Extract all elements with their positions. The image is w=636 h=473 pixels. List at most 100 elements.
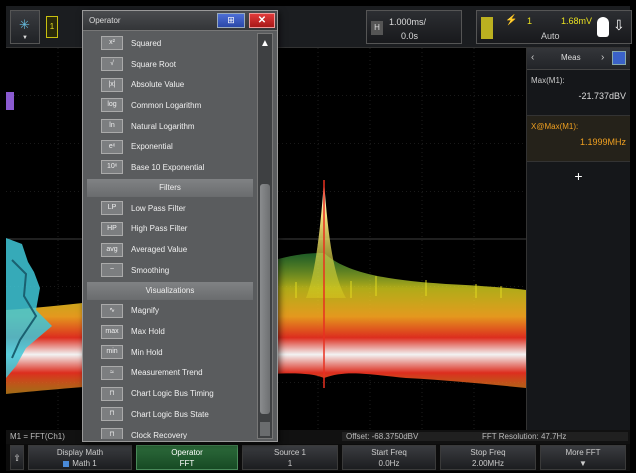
menu-title: Operator <box>89 16 121 25</box>
save-icon[interactable]: ⇩ <box>613 17 625 33</box>
math-marker-tag[interactable] <box>6 92 14 110</box>
menu-item-label: Square Root <box>131 59 176 69</box>
trigger-channel: 1 <box>527 16 533 26</box>
operator-icon: min <box>101 345 123 360</box>
menu-item[interactable]: ⊓ Chart Logic Bus Timing <box>87 383 253 404</box>
menu-item[interactable]: max Max Hold <box>87 321 253 342</box>
chevron-down-icon: ▼ <box>579 459 587 468</box>
menu-item-label: Measurement Trend <box>131 368 203 378</box>
timebase-control[interactable]: H 1.000ms/ 0.0s <box>366 10 462 44</box>
menu-item[interactable]: avg Averaged Value <box>87 239 253 260</box>
channel-indicator <box>481 17 493 39</box>
operator-softkey[interactable]: Operator FFT <box>136 445 238 470</box>
menu-item-label: Magnify <box>131 306 160 316</box>
menu-item-label: Min Hold <box>131 347 163 357</box>
softkey-bar: ⇧ Display Math Math 1 Operator FFT Sourc… <box>6 444 630 471</box>
measurements-header: ‹ Meas › <box>527 48 630 70</box>
horizontal-icon: H <box>371 21 383 35</box>
delay-value: 0.0s <box>401 31 419 41</box>
menu-item-label: Common Logarithm <box>131 100 202 110</box>
trigger-control[interactable]: ⚡ 1 1.68mV Auto ⇩ <box>476 10 632 44</box>
operator-icon: ~ <box>101 263 123 278</box>
fft-source-label: M1 = FFT(Ch1) <box>10 432 65 441</box>
softkey-label: Start Freq <box>371 448 407 457</box>
softkey-label: Stop Freq <box>470 448 506 457</box>
trigger-mode: Auto <box>541 31 560 41</box>
softkey-label: Display Math <box>56 448 104 457</box>
scroll-up-icon[interactable]: ▲ <box>260 38 270 49</box>
menu-item-label: Chart Logic Bus State <box>131 409 209 419</box>
menu-item-label: Absolute Value <box>131 80 185 90</box>
operator-menu: Operator ⊞ ✕ x² Squared √ Square Root |x| Abs… <box>82 10 278 442</box>
menu-category-header: Filters <box>87 178 253 197</box>
operator-icon: 10ˣ <box>101 160 123 175</box>
menu-category-header: Visualizations <box>87 281 253 300</box>
menu-item-label: Exponential <box>131 142 173 152</box>
operator-icon: log <box>101 98 123 113</box>
measurement-x-at-max[interactable]: X@Max(M1): 1.1999MHz <box>527 116 630 162</box>
operator-icon: max <box>101 324 123 339</box>
menu-item[interactable]: ≈ Measurement Trend <box>87 363 253 384</box>
menu-item[interactable]: x² Squared <box>87 33 253 54</box>
scroll-thumb[interactable] <box>260 184 270 414</box>
menu-item[interactable]: ~ Smoothing <box>87 260 253 281</box>
menu-item-label: Natural Logarithm <box>131 121 195 131</box>
trigger-level: 1.68mV <box>561 16 593 26</box>
menu-item-label: Clock Recovery <box>131 430 188 439</box>
softkey-value: 0.0Hz <box>378 459 400 468</box>
panel-layout-button[interactable] <box>612 51 626 65</box>
chevron-left-icon[interactable]: ‹ <box>531 52 535 63</box>
menu-item[interactable]: |x| Absolute Value <box>87 74 253 95</box>
menu-item-label: Smoothing <box>131 265 170 275</box>
quick-action-button[interactable]: ✳ ▼ <box>10 10 40 44</box>
softkey-value: FFT <box>179 459 195 468</box>
measurement-name: Max(M1): <box>531 76 565 85</box>
close-button[interactable]: ✕ <box>249 13 275 28</box>
operator-icon: LP <box>101 201 123 216</box>
scroll-down-button[interactable] <box>260 422 270 436</box>
menu-item[interactable]: ⊓ Clock Recovery <box>87 425 253 439</box>
add-measurement-button[interactable]: + <box>574 168 583 184</box>
source-softkey[interactable]: Source 1 1 <box>242 445 338 470</box>
menu-item-label: Squared <box>131 38 162 48</box>
operator-icon: x² <box>101 36 123 51</box>
menu-item[interactable]: ⊓ Chart Logic Bus State <box>87 404 253 425</box>
operator-icon: ⊓ <box>101 386 123 401</box>
grid-view-button[interactable]: ⊞ <box>217 13 245 28</box>
operator-list: x² Squared √ Square Root |x| Absolute Value lo… <box>87 33 253 439</box>
operator-icon: ∿ <box>101 303 123 318</box>
menu-item[interactable]: LP Low Pass Filter <box>87 198 253 219</box>
menu-item-label: Chart Logic Bus Timing <box>131 389 214 399</box>
operator-icon: avg <box>101 242 123 257</box>
stop-freq-softkey[interactable]: Stop Freq 2.00MHz <box>440 445 536 470</box>
operator-icon: |x| <box>101 77 123 92</box>
menu-item[interactable]: eˣ Exponential <box>87 136 253 157</box>
measurements-panel: ‹ Meas › Max(M1): -21.737dBV X@Max(M1): … <box>526 48 630 430</box>
start-freq-softkey[interactable]: Start Freq 0.0Hz <box>342 445 436 470</box>
more-fft-softkey[interactable]: More FFT ▼ <box>540 445 626 470</box>
menu-item[interactable]: min Min Hold <box>87 342 253 363</box>
menu-item[interactable]: HP High Pass Filter <box>87 219 253 240</box>
menu-scrollbar[interactable]: ▲ <box>257 33 273 439</box>
menu-item[interactable]: log Common Logarithm <box>87 95 253 116</box>
measurements-title: Meas <box>561 53 581 62</box>
operator-icon: ⊓ <box>101 407 123 422</box>
arrow-up-icon: ⇧ <box>13 453 21 463</box>
chevron-right-icon[interactable]: › <box>601 52 605 63</box>
menu-item-label: Low Pass Filter <box>131 203 186 213</box>
menu-item[interactable]: 10ˣ Base 10 Exponential <box>87 157 253 178</box>
operator-icon: eˣ <box>101 139 123 154</box>
operator-icon: HP <box>101 221 123 236</box>
display-math-softkey[interactable]: Display Math Math 1 <box>28 445 132 470</box>
sparkle-icon: ✳ <box>19 17 30 32</box>
trigger-edge-icon: ⚡ <box>505 15 518 26</box>
channel-1-button[interactable]: 1 <box>46 16 58 38</box>
run-stop-icon[interactable] <box>597 17 609 37</box>
menu-item[interactable]: ∿ Magnify <box>87 301 253 322</box>
measurement-max[interactable]: Max(M1): -21.737dBV <box>527 70 630 116</box>
menu-item[interactable]: √ Square Root <box>87 54 253 75</box>
chevron-down-icon: ▼ <box>22 35 28 41</box>
home-button[interactable]: ⇧ <box>10 445 24 470</box>
menu-item[interactable]: ln Natural Logarithm <box>87 116 253 137</box>
softkey-label: Source 1 <box>273 448 307 457</box>
